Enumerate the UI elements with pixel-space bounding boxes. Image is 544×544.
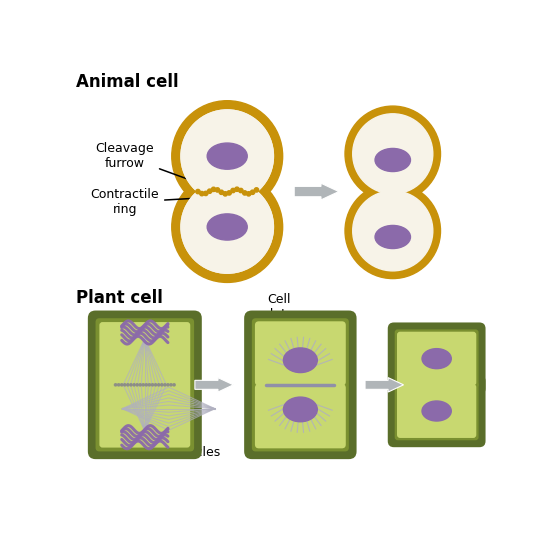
FancyBboxPatch shape [96,318,194,452]
Circle shape [142,384,145,386]
Circle shape [203,191,208,196]
FancyBboxPatch shape [255,384,346,448]
Circle shape [158,384,160,386]
Circle shape [181,110,274,202]
FancyBboxPatch shape [395,382,479,440]
Text: Cleavage
furrow: Cleavage furrow [96,142,211,188]
Circle shape [170,384,172,386]
Circle shape [345,183,441,279]
Text: Golgi vesicles: Golgi vesicles [134,441,220,459]
FancyBboxPatch shape [395,329,479,388]
Circle shape [130,384,132,386]
Circle shape [215,188,220,192]
Text: Cell
plate: Cell plate [263,293,306,379]
FancyBboxPatch shape [388,323,486,395]
Circle shape [254,188,258,192]
Circle shape [181,181,274,273]
Polygon shape [294,183,339,200]
FancyBboxPatch shape [388,375,486,447]
Ellipse shape [422,349,452,369]
Ellipse shape [207,214,247,240]
Ellipse shape [422,401,452,421]
Circle shape [123,384,126,386]
Circle shape [207,189,212,193]
Circle shape [173,384,175,386]
FancyBboxPatch shape [100,322,190,448]
FancyBboxPatch shape [397,332,477,386]
Polygon shape [195,378,233,392]
Circle shape [160,384,163,386]
Circle shape [121,384,123,386]
Circle shape [239,188,243,193]
Circle shape [243,191,247,195]
Circle shape [219,190,224,194]
Polygon shape [365,378,404,392]
Text: Contractile
ring: Contractile ring [90,188,228,217]
FancyBboxPatch shape [244,311,356,459]
Circle shape [133,384,135,386]
Circle shape [114,384,117,386]
Circle shape [227,191,231,195]
FancyBboxPatch shape [397,384,477,438]
Ellipse shape [207,143,247,169]
Circle shape [235,187,239,191]
Circle shape [200,191,204,196]
Circle shape [250,190,255,194]
FancyBboxPatch shape [255,322,346,386]
Circle shape [136,384,138,386]
Circle shape [246,191,251,196]
Polygon shape [206,156,249,227]
Circle shape [181,110,274,202]
Ellipse shape [283,348,317,373]
FancyBboxPatch shape [252,318,349,452]
Circle shape [151,384,153,386]
Circle shape [172,101,283,212]
Circle shape [139,384,141,386]
Circle shape [127,384,129,386]
Circle shape [231,188,235,193]
Circle shape [172,171,283,282]
Circle shape [345,106,441,202]
Ellipse shape [375,225,411,249]
Circle shape [223,191,227,196]
Circle shape [164,384,166,386]
Ellipse shape [375,149,411,171]
Circle shape [181,181,274,273]
Text: Animal cell: Animal cell [76,73,178,91]
Circle shape [212,187,216,191]
Circle shape [145,384,147,386]
FancyBboxPatch shape [88,311,202,459]
Circle shape [149,384,151,386]
Circle shape [196,189,200,194]
Circle shape [118,384,120,386]
Circle shape [167,384,169,386]
Ellipse shape [283,397,317,422]
Text: Plant cell: Plant cell [76,288,163,307]
Circle shape [353,191,433,271]
Circle shape [154,384,157,386]
Circle shape [353,114,433,194]
